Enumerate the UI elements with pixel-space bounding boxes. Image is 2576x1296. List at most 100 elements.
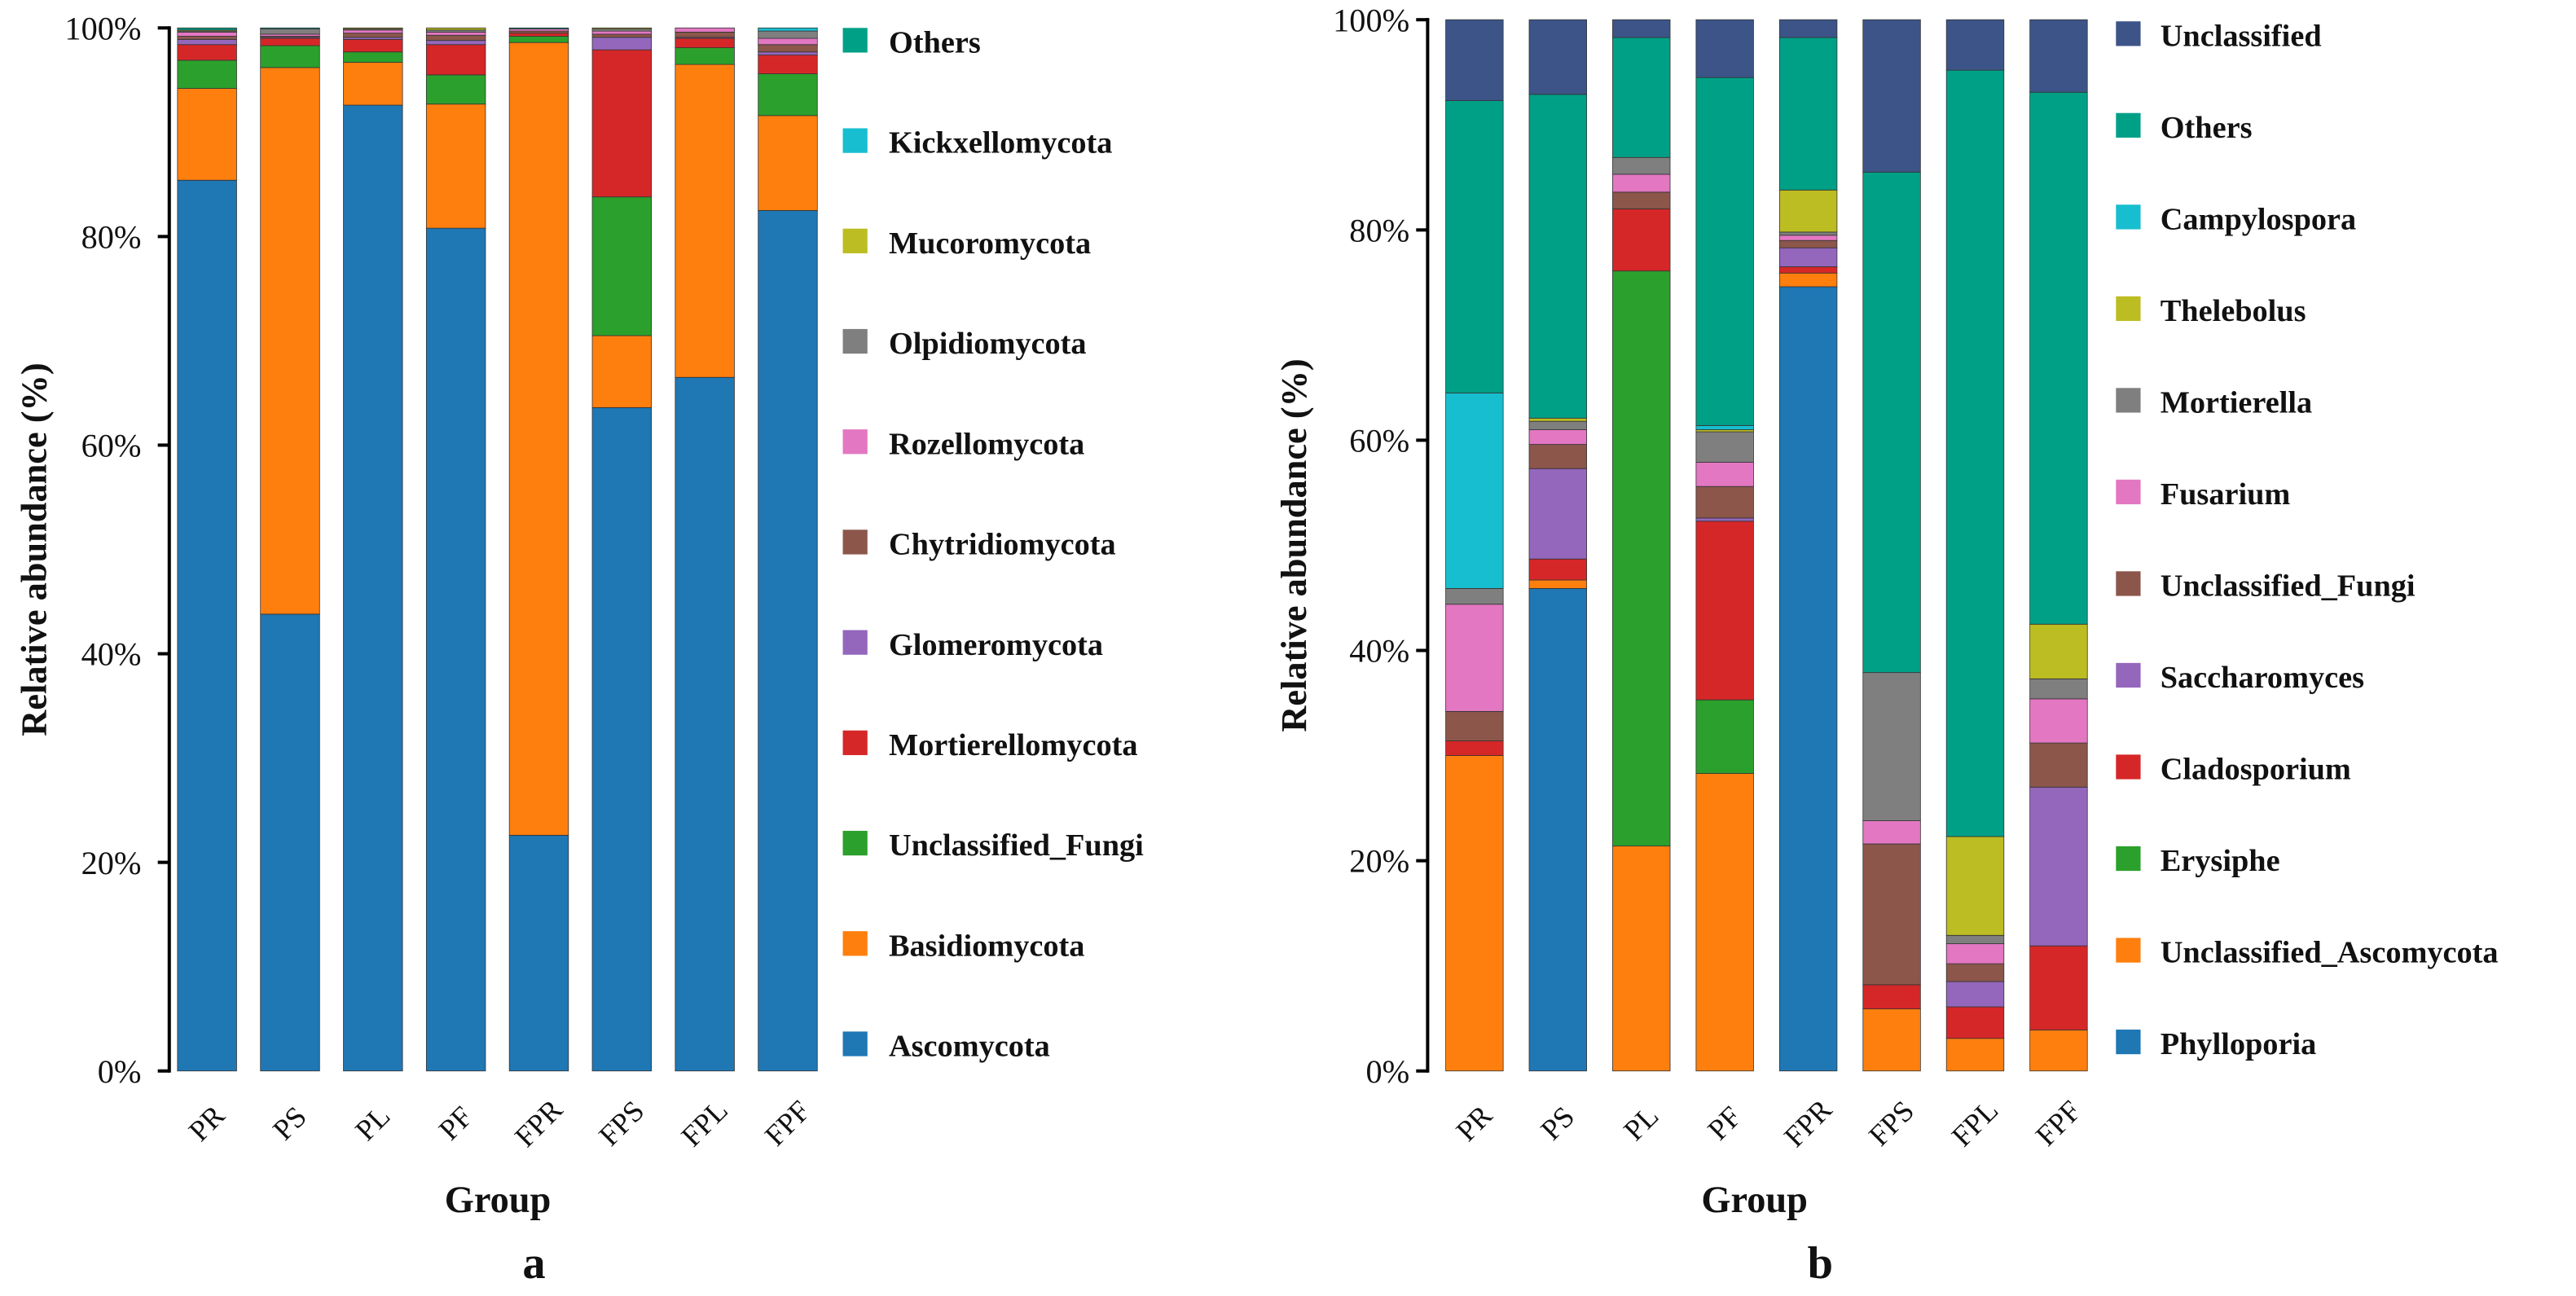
bar-segment-FPS-unclassified_fungi xyxy=(591,196,653,336)
legend-label: Saccharomyces xyxy=(2161,661,2364,695)
bar-segment-FPS-others xyxy=(1862,171,1921,674)
y-tick-label: 0% xyxy=(98,1053,142,1090)
legend-label: Mucoromycota xyxy=(889,226,1091,261)
bar-segment-PL-others xyxy=(1612,37,1671,158)
bar-segment-FPS-mortierellomycota xyxy=(591,49,653,198)
bar-segment-PL-unclassified xyxy=(1612,19,1671,38)
bar-segment-FPF-chytridiomycota xyxy=(758,44,818,53)
bar-segment-PR-glomeromycota xyxy=(177,38,237,46)
legend-swatch xyxy=(842,830,868,856)
x-axis-title: Group xyxy=(1701,1180,1808,1221)
bar-segment-PR-mortierella xyxy=(1445,587,1504,605)
bar-segment-PF-chytridiomycota xyxy=(425,34,486,42)
bar-segment-PF-unclassified xyxy=(1695,19,1754,78)
y-tick-label: 20% xyxy=(81,845,142,881)
legend-swatch xyxy=(842,429,868,455)
bar-segment-PS-saccharomyces xyxy=(1528,468,1587,560)
bar-segment-FPS-ascomycota xyxy=(591,406,653,1072)
bar-segment-PR-unclassified_fungi xyxy=(1445,710,1504,741)
legend-swatch xyxy=(2116,296,2141,322)
x-axis-title: Group xyxy=(445,1180,552,1221)
bar-segment-FPR-unclassified xyxy=(1778,19,1838,38)
bar-segment-FPF-cladosporium xyxy=(2029,945,2088,1030)
bar-segment-PR-mortierellomycota xyxy=(177,44,237,61)
bar-segment-PR-chytridiomycota xyxy=(177,36,237,40)
bar-segment-PF-ascomycota xyxy=(425,227,486,1072)
legend-label: Cladosporium xyxy=(2161,753,2351,787)
bar-segment-PR-fusarium xyxy=(1445,604,1504,712)
bar-segment-PF-unclassified_fungi xyxy=(1695,485,1754,519)
legend-swatch xyxy=(2116,21,2141,46)
bar-segment-FPR-cladosporium xyxy=(1778,266,1838,274)
bar-segment-FPS-basidiomycota xyxy=(591,335,653,408)
legend-label: Basidiomycota xyxy=(889,929,1084,963)
x-tick-label: FPS xyxy=(592,1094,650,1152)
bar-segment-PL-unclassified_ascomycota xyxy=(1612,846,1671,1072)
bar-segment-FPR-phylloporia xyxy=(1778,286,1838,1072)
y-tick-label: 0% xyxy=(1365,1053,1409,1090)
legend-swatch xyxy=(2116,112,2141,138)
y-tick-label: 80% xyxy=(81,218,142,255)
y-tick-label: 40% xyxy=(81,636,142,673)
bar-segment-FPR-saccharomyces xyxy=(1778,247,1838,267)
legend-label: Olpidiomycota xyxy=(889,327,1087,361)
bar-segment-PS-fusarium xyxy=(1528,429,1587,445)
bar-segment-FPF-mortierella xyxy=(2029,678,2088,700)
bar-segment-PS-mortierellomycota xyxy=(260,37,320,46)
bar-segment-FPS-unclassified xyxy=(1862,19,1921,173)
x-tick-label: PL xyxy=(349,1100,396,1147)
bar-segment-PL-unclassified_fungi xyxy=(1612,191,1671,209)
bar-segment-PS-unclassified_ascomycota xyxy=(1528,579,1587,589)
legend-swatch xyxy=(842,128,868,153)
bar-segment-FPS-unclassified_fungi xyxy=(1862,843,1921,986)
bar-segment-FPF-unclassified_ascomycota xyxy=(2029,1030,2088,1072)
bar-segment-FPR-unclassified_ascomycota xyxy=(1778,272,1838,288)
bar-segment-FPL-mortierellomycota xyxy=(675,37,735,49)
bar-segment-PR-unclassified xyxy=(1445,19,1504,101)
bar-segment-FPF-glomeromycota xyxy=(758,51,818,55)
legend-label: Others xyxy=(2161,111,2253,145)
legend-label: Thelebolus xyxy=(2161,294,2306,328)
x-tick-label: PF xyxy=(433,1100,479,1146)
bar-segment-PS-unclassified xyxy=(1528,19,1587,95)
bar-segment-PF-cladosporium xyxy=(1695,521,1754,701)
x-tick-label: PR xyxy=(1450,1098,1499,1147)
legend-label: Ascomycota xyxy=(889,1030,1050,1064)
bar-segment-FPF-rozellomycota xyxy=(758,37,818,46)
bar-segment-FPS-chytridiomycota xyxy=(591,33,653,38)
y-tick-label: 60% xyxy=(81,428,142,464)
legend-swatch xyxy=(842,630,868,655)
bar-segment-PR-basidiomycota xyxy=(177,88,237,181)
legend-swatch xyxy=(842,328,868,354)
bar-segment-FPF-basidiomycota xyxy=(758,115,818,211)
bar-segment-PS-others xyxy=(260,27,320,29)
legend-swatch xyxy=(2116,204,2141,230)
bar-segment-FPF-mortierellomycota xyxy=(758,55,818,75)
bar-segment-FPL-cladosporium xyxy=(1945,1006,2005,1039)
bar-segment-FPF-thelebolus xyxy=(2029,623,2088,679)
legend: Others Kickxellomycota Mucoromycota Olpidio… xyxy=(842,26,1144,1064)
bar-segment-PF-mucoromycota xyxy=(425,27,486,31)
bar-segment-FPF-unclassified xyxy=(2029,19,2088,93)
bar-segment-FPR-ascomycota xyxy=(508,834,569,1072)
y-axis-title: Relative abundance (%) xyxy=(14,362,55,736)
x-tick-label: FPF xyxy=(758,1094,816,1152)
bar-segment-PF-campylospora xyxy=(1695,424,1754,430)
bar-segment-FPR-unclassified_fungi xyxy=(508,36,569,43)
x-tick-label: FPL xyxy=(1945,1094,2005,1153)
legend-swatch xyxy=(842,730,868,755)
bar-segment-PL-erysiphe xyxy=(1612,270,1671,846)
bar-segment-PL-cladosporium xyxy=(1612,209,1671,272)
bar-segment-FPL-unclassified_fungi xyxy=(1945,963,2005,982)
legend-label: Chytridiomycota xyxy=(889,528,1116,562)
bar-segment-FPF-olpidiomycota xyxy=(758,30,818,39)
y-tick-label: 100% xyxy=(1333,2,1409,38)
bar-segment-FPL-thelebolus xyxy=(1945,836,2005,936)
legend-label: Rozellomycota xyxy=(889,427,1084,461)
y-tick-label: 100% xyxy=(64,10,141,46)
y-tick-label: 60% xyxy=(1349,423,1409,459)
bar-segment-PL-mucoromycota xyxy=(343,27,403,29)
bar-segment-PR-cladosporium xyxy=(1445,740,1504,756)
bar-segment-PL-unclassified_fungi xyxy=(343,51,403,63)
